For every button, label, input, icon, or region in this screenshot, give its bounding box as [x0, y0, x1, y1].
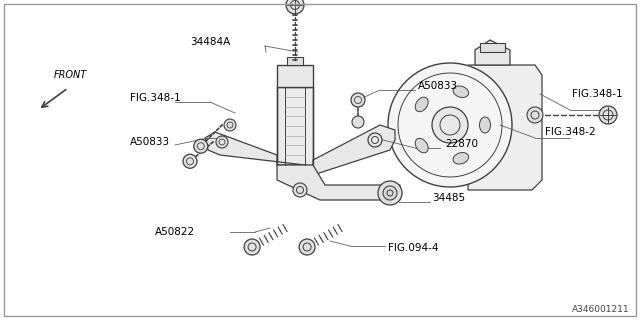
Text: FRONT: FRONT	[53, 70, 86, 80]
Circle shape	[388, 63, 512, 187]
Circle shape	[224, 119, 236, 131]
Ellipse shape	[453, 86, 468, 98]
Text: A346001211: A346001211	[572, 305, 630, 314]
Text: FIG.348-1: FIG.348-1	[130, 93, 180, 103]
Polygon shape	[277, 87, 313, 165]
Text: A50822: A50822	[155, 227, 195, 237]
Text: 34485: 34485	[432, 193, 465, 203]
Text: A50833: A50833	[130, 137, 170, 147]
Text: FIG.348-2: FIG.348-2	[545, 127, 596, 137]
Polygon shape	[287, 57, 303, 65]
Text: FIG.348-1: FIG.348-1	[572, 89, 623, 99]
Ellipse shape	[479, 117, 490, 133]
Circle shape	[599, 106, 617, 124]
Text: 34484A: 34484A	[189, 37, 230, 47]
Circle shape	[183, 154, 197, 168]
Circle shape	[293, 183, 307, 197]
Ellipse shape	[453, 153, 468, 164]
Text: A50833: A50833	[418, 81, 458, 91]
Circle shape	[527, 107, 543, 123]
Circle shape	[383, 186, 397, 200]
Polygon shape	[475, 40, 510, 65]
Polygon shape	[313, 125, 395, 175]
Text: 22870: 22870	[445, 139, 478, 149]
Circle shape	[368, 133, 382, 147]
Text: FIG.094-4: FIG.094-4	[388, 243, 438, 253]
Circle shape	[286, 0, 304, 14]
Ellipse shape	[415, 138, 428, 153]
Circle shape	[351, 93, 365, 107]
Circle shape	[244, 239, 260, 255]
Polygon shape	[480, 43, 505, 52]
Circle shape	[432, 107, 468, 143]
Circle shape	[352, 116, 364, 128]
Polygon shape	[468, 65, 542, 190]
Circle shape	[194, 139, 208, 153]
Polygon shape	[277, 165, 400, 200]
Polygon shape	[277, 65, 313, 87]
Circle shape	[299, 239, 315, 255]
Ellipse shape	[415, 97, 428, 112]
Circle shape	[378, 181, 402, 205]
Polygon shape	[205, 132, 305, 165]
Circle shape	[216, 136, 228, 148]
